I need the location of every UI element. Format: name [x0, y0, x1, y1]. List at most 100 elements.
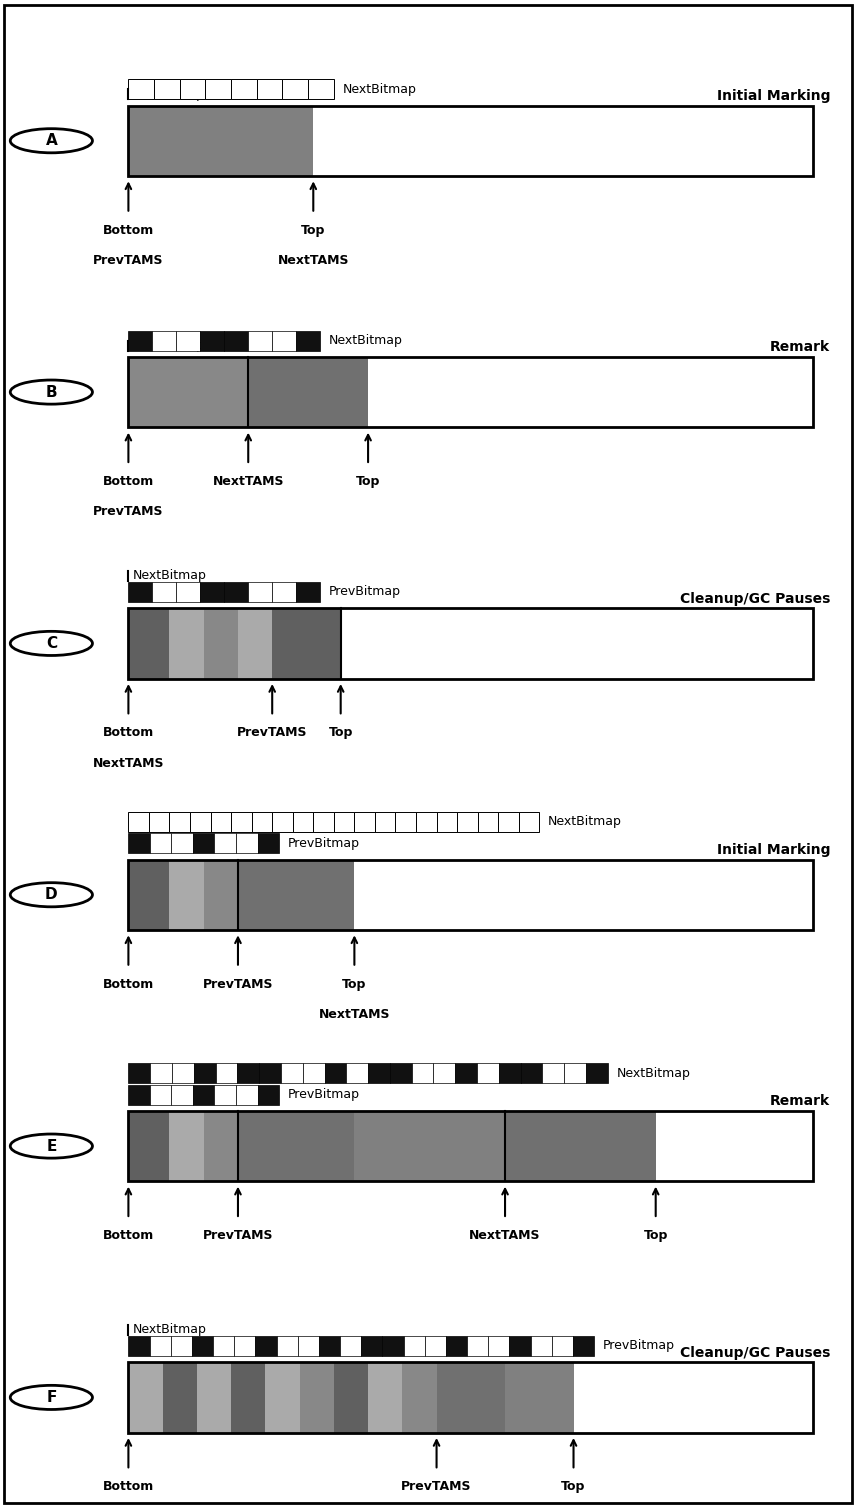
Bar	[128, 1362, 163, 1433]
Bar	[128, 1362, 813, 1433]
Bar	[457, 811, 478, 832]
Bar	[300, 1362, 334, 1433]
Text: NextBitmap: NextBitmap	[616, 1066, 690, 1080]
Text: Initial Marking: Initial Marking	[716, 89, 830, 103]
Bar	[169, 811, 190, 832]
Bar	[216, 1063, 237, 1083]
Bar	[477, 1063, 499, 1083]
Bar	[368, 1063, 389, 1083]
Bar	[150, 1336, 170, 1356]
Text: Bottom: Bottom	[103, 475, 154, 489]
Bar	[170, 1336, 192, 1356]
Bar	[128, 357, 248, 427]
Text: Bottom: Bottom	[103, 977, 154, 991]
Bar	[255, 1336, 276, 1356]
Bar	[128, 1336, 150, 1356]
Text: PrevBitmap: PrevBitmap	[603, 1339, 675, 1353]
Text: Top: Top	[356, 475, 380, 489]
Bar	[389, 1063, 412, 1083]
Bar	[586, 1063, 608, 1083]
Bar	[656, 1111, 813, 1181]
Bar	[308, 80, 334, 100]
Bar	[204, 608, 238, 679]
Bar	[313, 811, 334, 832]
Bar	[150, 1063, 172, 1083]
Bar	[128, 832, 150, 854]
Bar	[543, 1063, 564, 1083]
Bar	[128, 106, 313, 176]
Text: NextBitmap: NextBitmap	[342, 83, 416, 95]
Bar	[564, 1063, 586, 1083]
Text: Bottom: Bottom	[103, 1229, 154, 1243]
Bar	[163, 1362, 197, 1433]
Bar	[252, 811, 272, 832]
Bar	[193, 1084, 215, 1104]
Text: PrevTAMS: PrevTAMS	[401, 1481, 472, 1493]
Bar	[433, 1063, 455, 1083]
Text: Remark: Remark	[770, 341, 830, 354]
Bar	[402, 1362, 437, 1433]
Bar	[281, 1063, 303, 1083]
Bar	[190, 811, 211, 832]
Bar	[128, 860, 169, 930]
Bar	[128, 1084, 150, 1104]
Bar	[211, 811, 231, 832]
Bar	[257, 80, 282, 100]
Text: Top: Top	[329, 727, 353, 739]
Bar	[395, 811, 416, 832]
Bar	[509, 1336, 531, 1356]
Bar	[236, 1084, 258, 1104]
Bar	[319, 1336, 340, 1356]
Bar	[334, 1362, 368, 1433]
Bar	[282, 80, 308, 100]
Text: C: C	[46, 636, 56, 651]
Text: NextTAMS: NextTAMS	[212, 475, 284, 489]
Bar	[531, 1336, 552, 1356]
Bar	[258, 832, 279, 854]
Bar	[416, 811, 437, 832]
Bar	[128, 1111, 169, 1181]
Text: NextBitmap: NextBitmap	[548, 816, 621, 828]
Bar	[361, 1336, 383, 1356]
Bar	[354, 1111, 505, 1181]
Text: B: B	[45, 385, 57, 400]
Bar	[368, 1362, 402, 1433]
Text: D: D	[45, 887, 57, 902]
Text: Top: Top	[301, 223, 325, 237]
Bar	[197, 1362, 231, 1433]
Bar	[200, 330, 224, 350]
Bar	[375, 811, 395, 832]
Bar	[303, 1063, 324, 1083]
Bar	[238, 1111, 354, 1181]
Bar	[520, 1063, 543, 1083]
Bar	[213, 1336, 235, 1356]
Bar	[478, 811, 498, 832]
Bar	[298, 1336, 319, 1356]
Text: PrevTAMS: PrevTAMS	[203, 1229, 273, 1243]
Bar	[172, 1063, 193, 1083]
Bar	[425, 1336, 446, 1356]
Bar	[341, 608, 813, 679]
Bar	[552, 1336, 573, 1356]
Bar	[505, 1111, 656, 1181]
Bar	[248, 582, 272, 602]
Text: PrevBitmap: PrevBitmap	[288, 1089, 360, 1101]
Bar	[224, 330, 248, 350]
Bar	[150, 1084, 171, 1104]
Text: NextBitmap: NextBitmap	[133, 1323, 206, 1336]
Bar	[248, 357, 368, 427]
Bar	[128, 608, 169, 679]
Bar	[128, 608, 813, 679]
Text: PrevBitmap: PrevBitmap	[133, 339, 205, 351]
Bar	[265, 1362, 300, 1433]
Bar	[347, 1063, 368, 1083]
Bar	[455, 1063, 477, 1083]
Bar	[128, 811, 149, 832]
Bar	[152, 582, 176, 602]
Text: PrevTAMS: PrevTAMS	[237, 727, 307, 739]
Bar	[169, 1111, 204, 1181]
Bar	[258, 1084, 279, 1104]
Bar	[573, 1336, 594, 1356]
Text: Initial Marking: Initial Marking	[716, 843, 830, 857]
Text: NextTAMS: NextTAMS	[318, 1007, 390, 1021]
